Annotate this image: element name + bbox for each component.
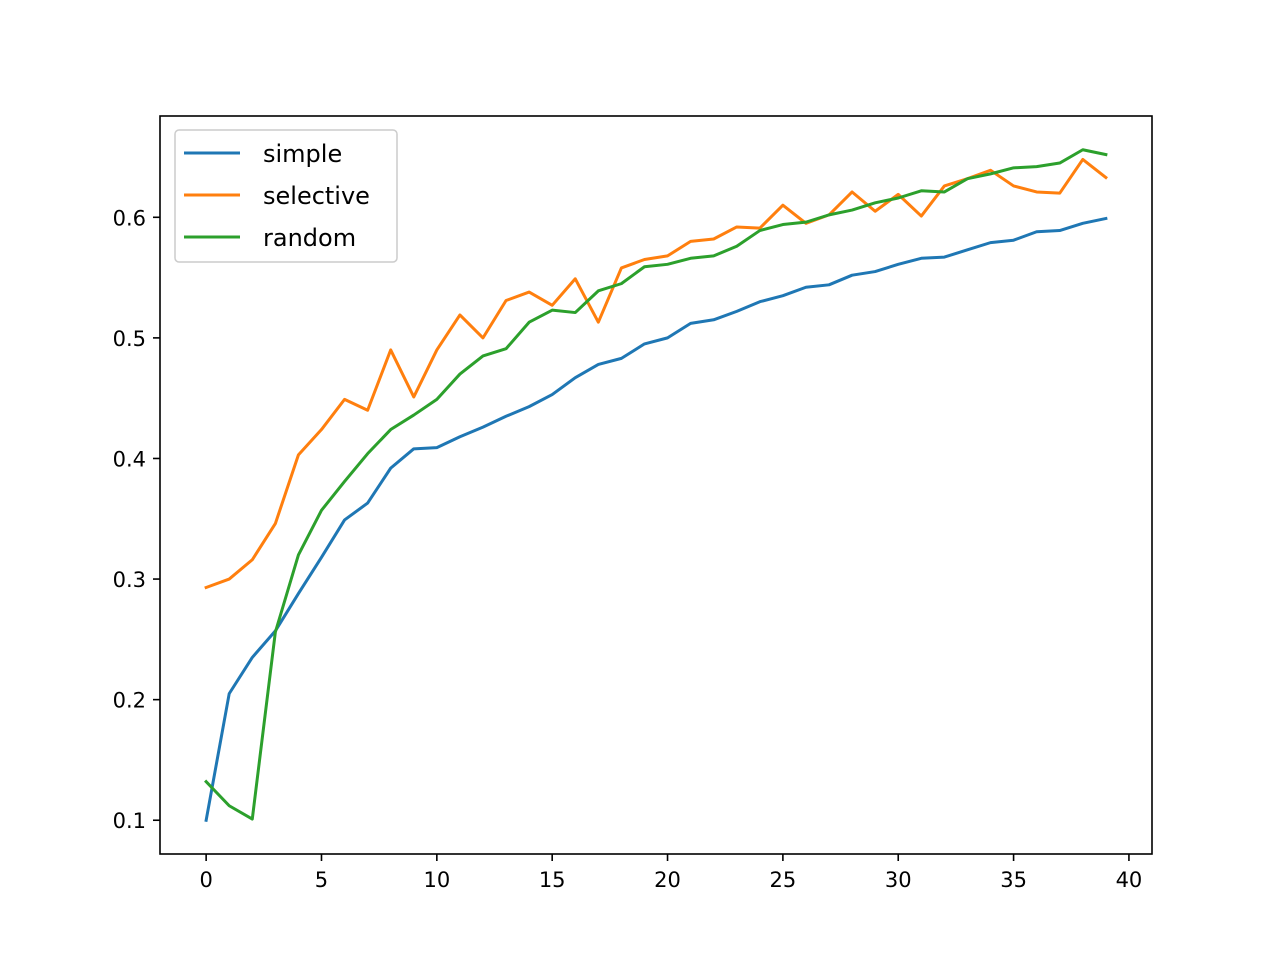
legend-label-random: random (263, 224, 356, 252)
legend-entries: simple selective random (184, 140, 370, 252)
series-line-selective (204, 157, 1108, 590)
y-tick-label: 0.1 (113, 809, 146, 833)
y-tick-label: 0.2 (113, 689, 146, 713)
x-axis: 0 5 10 15 20 25 30 35 40 (199, 854, 1142, 892)
x-tick-label: 40 (1116, 868, 1143, 892)
x-tick-label: 25 (770, 868, 797, 892)
x-tick-label: 5 (315, 868, 328, 892)
legend-label-simple: simple (263, 140, 342, 168)
y-tick-label: 0.4 (113, 447, 146, 471)
series-line-simple (204, 216, 1108, 822)
legend: simple selective random (174, 129, 398, 263)
x-tick-label: 0 (199, 868, 212, 892)
legend-label-selective: selective (263, 182, 370, 210)
x-tick-label: 30 (885, 868, 912, 892)
series-line-random (204, 148, 1108, 821)
series-layer (204, 148, 1108, 822)
y-tick-label: 0.3 (113, 568, 146, 592)
x-tick-label: 35 (1000, 868, 1027, 892)
x-tick-label: 10 (423, 868, 450, 892)
x-tick-label: 15 (539, 868, 566, 892)
x-tick-label: 20 (654, 868, 681, 892)
y-tick-label: 0.5 (113, 327, 146, 351)
y-axis: 0.1 0.2 0.3 0.4 0.5 0.6 (113, 206, 160, 833)
legend-box (174, 129, 398, 263)
y-tick-label: 0.6 (113, 206, 146, 230)
plot-frame (159, 115, 1153, 855)
